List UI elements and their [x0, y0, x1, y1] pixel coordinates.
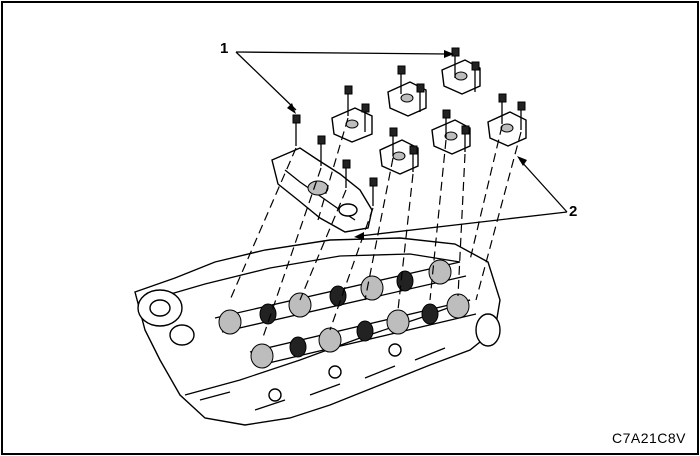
camshaft-front: [214, 259, 467, 335]
camshaft-cap-bolts: [292, 47, 526, 206]
camshaft-cap-3: [441, 59, 481, 95]
leader-lines: [235, 51, 568, 237]
callout-1: 1: [220, 40, 229, 57]
leader-arrowheads: [287, 50, 527, 240]
front-bearing-cap: [271, 147, 373, 233]
cylinder-head: [134, 237, 501, 426]
callout-2: 2: [569, 203, 578, 220]
camshaft-cap-1: [331, 107, 373, 143]
camshaft-cap-5: [431, 119, 471, 155]
alignment-lines: [229, 117, 522, 341]
figure-code: C7A21C8V: [611, 430, 686, 446]
camshaft-cap-6: [487, 111, 527, 147]
camshaft-rear: [249, 293, 477, 369]
camshaft-cap-4: [379, 139, 419, 175]
